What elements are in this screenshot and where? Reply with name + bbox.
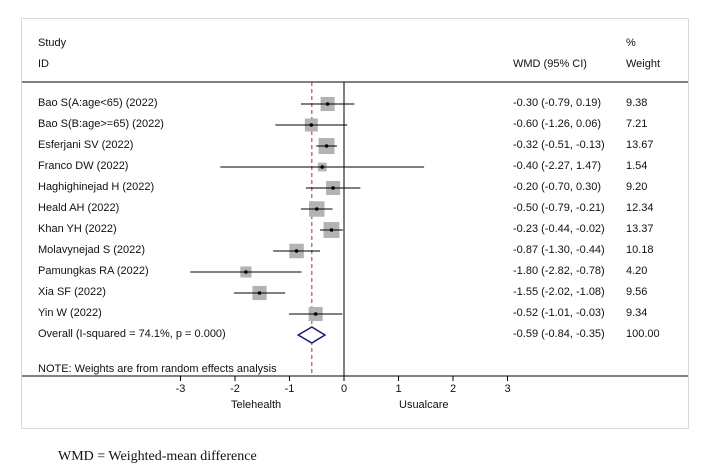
study-point bbox=[314, 207, 319, 211]
study-ci-text: -0.50 (-0.79, -0.21) bbox=[513, 202, 605, 214]
forest-plot-panel: Study ID WMD (95% CI) % Weight Bao S(A:a… bbox=[21, 18, 689, 429]
study-label: Pamungkas RA (2022) bbox=[38, 265, 149, 277]
study-ci-text: -0.30 (-0.79, 0.19) bbox=[513, 97, 602, 109]
study-label: Franco DW (2022) bbox=[38, 160, 129, 172]
header-study: Study bbox=[38, 37, 67, 49]
study-ci-text: -0.60 (-1.26, 0.06) bbox=[513, 118, 602, 130]
forest-plot-svg: -3 -2 -1 0 1 2 3 bbox=[22, 81, 688, 395]
study-label: Esferjani SV (2022) bbox=[38, 139, 134, 151]
study-point bbox=[294, 249, 299, 253]
study-weight-text: 9.38 bbox=[626, 97, 648, 109]
study-weight-text: 9.56 bbox=[626, 286, 648, 298]
study-point bbox=[257, 291, 262, 295]
x-tick-label: -1 bbox=[285, 383, 295, 395]
study-ci-text: -0.40 (-2.27, 1.47) bbox=[513, 160, 602, 172]
study-weight-text: 10.18 bbox=[626, 244, 654, 256]
study-label: Haghighinejad H (2022) bbox=[38, 181, 155, 193]
x-tick-label: 1 bbox=[395, 383, 401, 395]
study-label: Bao S(A:age<65) (2022) bbox=[38, 97, 158, 109]
study-label: Khan YH (2022) bbox=[38, 223, 117, 235]
study-point bbox=[331, 186, 335, 190]
study-weight-text: 9.20 bbox=[626, 181, 648, 193]
study-label: Bao S(B:age>=65) (2022) bbox=[38, 118, 164, 130]
xlabel-left: Telehealth bbox=[231, 399, 282, 411]
study-ci-text: -0.32 (-0.51, -0.13) bbox=[513, 139, 605, 151]
study-weight-text: 13.37 bbox=[626, 223, 654, 235]
study-weight-text: 13.67 bbox=[626, 139, 654, 151]
overall-ci-text: -0.59 (-0.84, -0.35) bbox=[513, 328, 605, 340]
figure-caption: WMD = Weighted-mean difference bbox=[58, 449, 257, 464]
study-label: Yin W (2022) bbox=[38, 307, 102, 319]
study-label: Xia SF (2022) bbox=[38, 286, 106, 298]
x-tick-label: -2 bbox=[230, 383, 240, 395]
study-weight-text: 12.34 bbox=[626, 202, 654, 214]
study-point bbox=[244, 270, 248, 274]
overall-label: Overall (I-squared = 74.1%, p = 0.000) bbox=[38, 328, 226, 340]
study-ci-text: -1.55 (-2.02, -1.08) bbox=[513, 286, 605, 298]
study-point bbox=[329, 228, 334, 232]
x-tick-label: 3 bbox=[504, 383, 510, 395]
x-tick-label: 0 bbox=[341, 383, 347, 395]
xlabel-right: Usualcare bbox=[399, 399, 449, 411]
study-weight-text: 7.21 bbox=[626, 118, 648, 130]
study-ci-text: -0.52 (-1.01, -0.03) bbox=[513, 307, 605, 319]
study-weight-text: 4.20 bbox=[626, 265, 648, 277]
header-weight: Weight bbox=[626, 58, 661, 70]
study-point bbox=[324, 144, 329, 148]
study-ci-text: -0.23 (-0.44, -0.02) bbox=[513, 223, 605, 235]
x-tick-label: -3 bbox=[176, 383, 186, 395]
header-effect: WMD (95% CI) bbox=[513, 58, 587, 70]
header-id: ID bbox=[38, 58, 49, 70]
study-weight-text: 9.34 bbox=[626, 307, 648, 319]
study-label: Molavynejad S (2022) bbox=[38, 244, 146, 256]
study-ci-text: -0.87 (-1.30, -0.44) bbox=[513, 244, 605, 256]
study-ci-text: -0.20 (-0.70, 0.30) bbox=[513, 181, 602, 193]
header-percent: % bbox=[626, 37, 636, 49]
study-weight-text: 1.54 bbox=[626, 160, 648, 172]
study-ci-text: -1.80 (-2.82, -0.78) bbox=[513, 265, 605, 277]
study-label: Heald AH (2022) bbox=[38, 202, 120, 214]
study-point bbox=[313, 312, 318, 316]
x-tick-label: 2 bbox=[450, 383, 456, 395]
note-text: NOTE: Weights are from random effects an… bbox=[38, 363, 277, 375]
study-point bbox=[325, 102, 330, 106]
study-point bbox=[320, 165, 325, 169]
overall-diamond bbox=[296, 326, 327, 344]
overall-weight-text: 100.00 bbox=[626, 328, 660, 340]
study-point bbox=[309, 123, 314, 127]
